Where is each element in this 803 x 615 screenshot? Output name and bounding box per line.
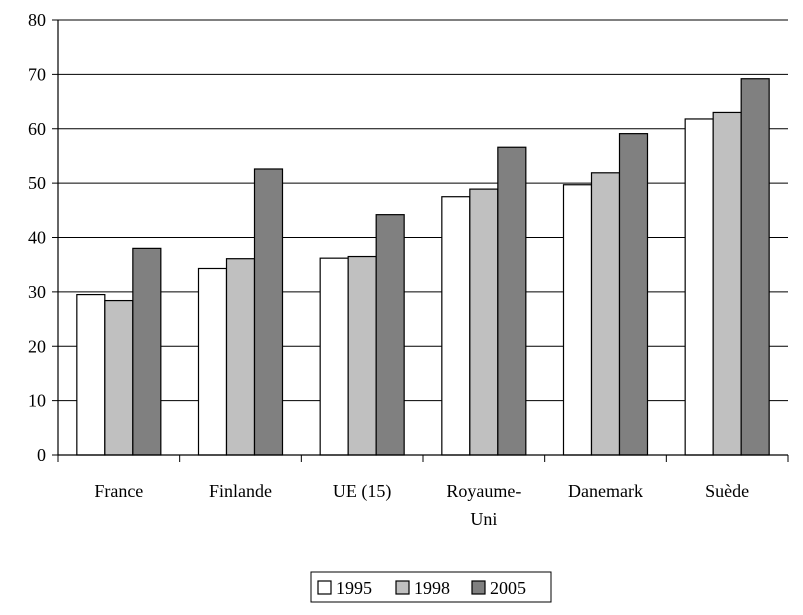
- y-tick-label: 10: [28, 391, 46, 411]
- y-tick-label: 80: [28, 10, 46, 30]
- legend-swatch-1998: [395, 580, 410, 595]
- bar-1995-3: [441, 196, 471, 456]
- legend-label-1998: 1998: [414, 578, 450, 598]
- legend-label-1995: 1995: [336, 578, 372, 598]
- x-tick-label: Royaume-: [446, 481, 521, 501]
- bar-2005-2: [375, 214, 405, 456]
- bar-2005-1: [253, 168, 284, 456]
- bar-2005-3: [497, 146, 527, 456]
- bar-1995-4: [562, 184, 593, 456]
- y-tick-label: 40: [28, 228, 46, 248]
- x-tick-label: France: [94, 481, 143, 501]
- legend-swatch-1995: [317, 580, 332, 595]
- y-tick-labels: 0 10 20 30 40 50 60 70 80: [28, 10, 46, 465]
- y-tick-label: 20: [28, 336, 46, 356]
- y-tick-label: 70: [28, 64, 46, 84]
- bar-1998-1: [225, 258, 256, 456]
- bar-2005-4: [618, 133, 649, 456]
- gridlines: [58, 19, 788, 402]
- bar-2005-0: [132, 247, 162, 456]
- x-tick-label: Suède: [705, 481, 749, 501]
- bar-1995-0: [76, 293, 106, 456]
- y-tick-label: 0: [37, 445, 46, 465]
- x-tick-label: Finlande: [209, 481, 272, 501]
- bar-2005-5: [740, 78, 770, 456]
- bars: [76, 78, 770, 456]
- bar-1998-3: [469, 188, 499, 456]
- legend-box: [310, 571, 552, 603]
- y-tick-label: 50: [28, 173, 46, 193]
- bar-1995-1: [197, 267, 228, 456]
- x-tick-label: Uni: [470, 509, 497, 529]
- bar-1998-0: [104, 299, 134, 456]
- x-tick-labels: France Finlande UE (15) Royaume- Uni Danemark…: [94, 481, 749, 529]
- x-tick-label: Danemark: [568, 481, 643, 501]
- y-tick-label: 60: [28, 119, 46, 139]
- axes: [52, 19, 789, 462]
- bar-1998-2: [347, 255, 377, 456]
- bar-1998-4: [590, 172, 621, 456]
- bar-1995-2: [319, 257, 349, 456]
- legend-swatch-2005: [471, 580, 486, 595]
- bar-1998-5: [712, 111, 742, 456]
- bar-1995-5: [684, 118, 714, 456]
- legend-label-2005: 2005: [490, 578, 526, 598]
- y-tick-label: 30: [28, 282, 46, 302]
- x-tick-label: UE (15): [333, 481, 391, 502]
- legend: 1995 1998 2005: [310, 571, 552, 603]
